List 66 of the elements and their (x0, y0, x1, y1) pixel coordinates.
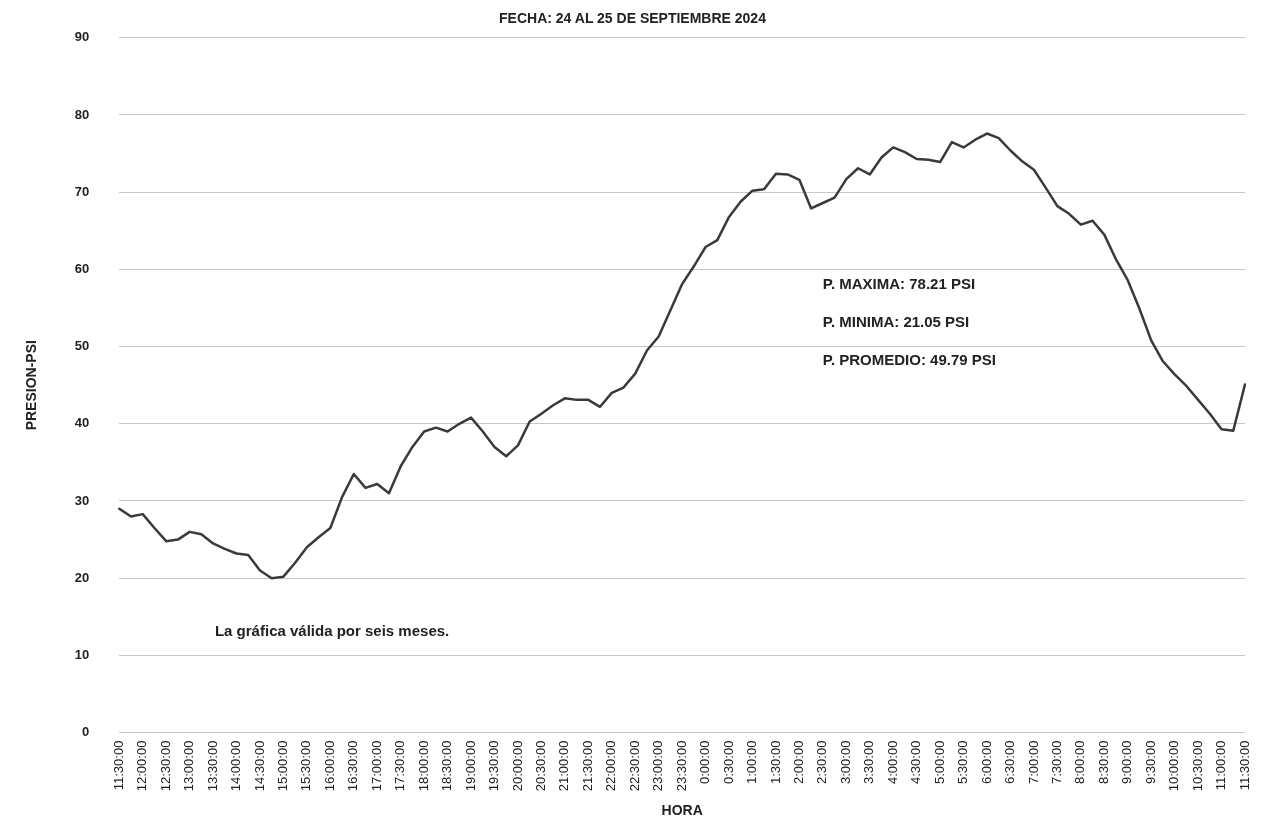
y-tick-label: 0 (82, 724, 90, 740)
y-tick-label: 80 (74, 106, 90, 122)
x-tick-label: 6:00:00 (978, 740, 994, 784)
x-tick-label: 16:00:00 (321, 740, 337, 792)
x-tick-label: 9:30:00 (1142, 740, 1158, 784)
x-tick-label: 20:00:00 (509, 740, 525, 792)
x-tick-label: 21:00:00 (556, 740, 572, 792)
x-tick-label: 5:30:00 (955, 740, 971, 784)
chart-title: FECHA: 24 AL 25 DE SEPTIEMBRE 2024 (499, 10, 767, 27)
x-tick-label: 13:30:00 (204, 740, 220, 792)
x-tick-label: 11:00:00 (1213, 740, 1229, 791)
y-tick-label: 10 (74, 646, 90, 662)
y-tick-label: 20 (74, 569, 90, 585)
x-tick-label: 23:30:00 (673, 740, 689, 792)
x-tick-label: 17:30:00 (392, 740, 408, 792)
x-tick-label: 20:30:00 (532, 740, 548, 792)
x-tick-label: 11:30:00 (1236, 740, 1252, 791)
x-tick-label: 4:00:00 (884, 740, 900, 784)
x-tick-label: 17:00:00 (368, 740, 384, 792)
x-tick-label: 22:30:00 (626, 740, 642, 792)
x-tick-label: 22:00:00 (603, 740, 619, 792)
x-tick-label: 19:30:00 (486, 740, 502, 792)
x-tick-label: 15:00:00 (275, 740, 291, 792)
y-tick-label: 60 (74, 260, 90, 276)
x-tick-label: 10:30:00 (1189, 740, 1205, 792)
x-tick-label: 3:30:00 (861, 740, 877, 784)
x-tick-label: 19:00:00 (462, 740, 478, 792)
x-tick-label: 6:30:00 (1002, 740, 1018, 784)
y-tick-label: 70 (74, 183, 90, 199)
x-tick-label: 7:30:00 (1048, 740, 1064, 784)
x-tick-label: 7:00:00 (1025, 740, 1041, 784)
x-tick-label: 2:30:00 (814, 740, 830, 784)
x-tick-label: 5:00:00 (931, 740, 947, 784)
x-tick-label: 12:00:00 (134, 740, 150, 792)
x-axis-title: HORA (661, 802, 703, 819)
y-tick-label: 90 (74, 29, 90, 45)
x-tick-label: 16:30:00 (345, 740, 361, 792)
y-tick-label: 30 (74, 492, 90, 508)
x-tick-label: 15:30:00 (298, 740, 314, 792)
x-tick-label: 23:00:00 (650, 740, 666, 792)
y-tick-label: 40 (74, 415, 90, 431)
x-tick-label: 0:00:00 (697, 740, 713, 784)
y-tick-label: 50 (74, 338, 90, 354)
annotation: P. MAXIMA: 78.21 PSI (822, 274, 976, 292)
x-tick-label: 18:00:00 (415, 740, 431, 792)
x-tick-label: 8:30:00 (1095, 740, 1111, 784)
annotation: P. MINIMA: 21.05 PSI (822, 312, 970, 330)
x-tick-label: 1:30:00 (767, 740, 783, 784)
x-tick-label: 9:00:00 (1119, 740, 1135, 784)
x-tick-label: 0:30:00 (720, 740, 736, 784)
x-tick-label: 12:30:00 (157, 740, 173, 792)
x-tick-label: 18:30:00 (439, 740, 455, 792)
x-tick-label: 11:30:00 (110, 740, 126, 791)
x-tick-label: 10:00:00 (1166, 740, 1182, 792)
x-tick-label: 4:30:00 (908, 740, 924, 784)
x-tick-label: 2:00:00 (790, 740, 806, 784)
annotation: La gráfica válida por seis meses. (214, 621, 450, 639)
x-tick-label: 13:00:00 (181, 740, 197, 792)
x-tick-label: 1:00:00 (744, 740, 760, 784)
x-tick-label: 3:00:00 (837, 740, 853, 784)
x-tick-label: 8:00:00 (1072, 740, 1088, 784)
x-tick-label: 14:30:00 (251, 740, 267, 792)
x-tick-label: 21:30:00 (579, 740, 595, 792)
annotation: P. PROMEDIO: 49.79 PSI (822, 351, 996, 369)
y-axis-title: PRESION-PSI (23, 340, 40, 431)
x-tick-label: 14:00:00 (228, 740, 244, 792)
